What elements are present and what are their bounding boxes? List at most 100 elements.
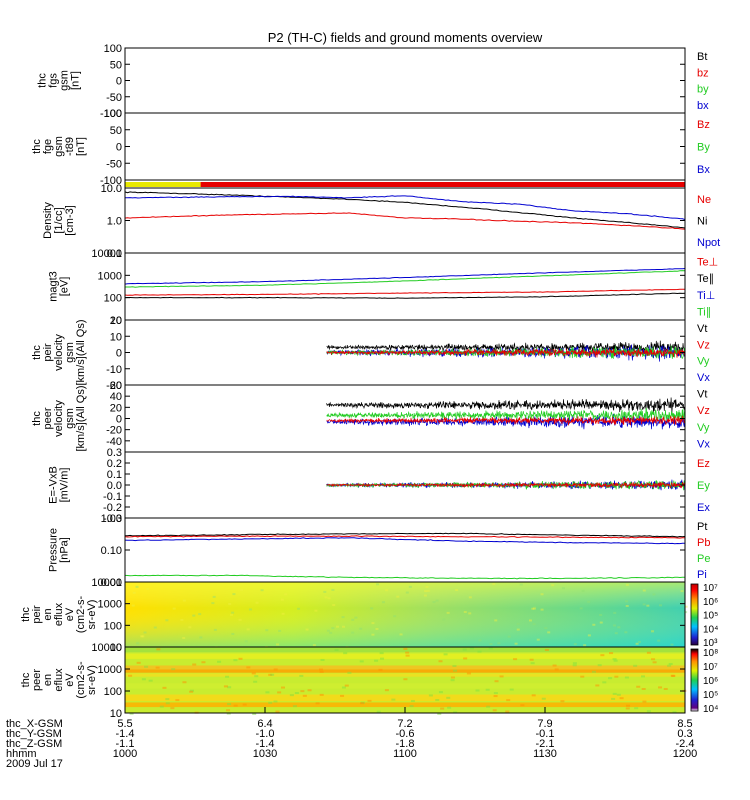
series-Npot xyxy=(125,195,686,221)
footer-value: 1030 xyxy=(253,748,277,760)
spectrogram-pixel xyxy=(131,604,135,607)
spectrogram-pixel xyxy=(343,652,348,655)
spectrogram-pixel xyxy=(469,647,474,650)
spectrogram-pixel xyxy=(230,613,234,616)
spectrogram-pixel xyxy=(552,664,557,667)
spectrogram-pixel xyxy=(561,587,565,590)
spectrogram-pixel xyxy=(489,642,493,645)
panel-frame xyxy=(124,112,686,181)
spectrogram-pixel xyxy=(323,590,327,593)
spectrogram-pixel xyxy=(233,659,238,662)
spectrogram-pixel xyxy=(477,650,482,653)
spectrogram-pixel xyxy=(614,632,618,635)
spectrogram-pixel xyxy=(617,626,621,629)
spectrogram-pixel xyxy=(189,690,194,693)
spectrogram-pixel xyxy=(232,593,236,596)
spectrogram-pixel xyxy=(320,658,325,661)
panel-frame xyxy=(124,517,686,583)
spectrogram-pixel xyxy=(531,694,536,697)
spectrogram-pixel xyxy=(408,585,412,588)
spectrogram-pixel xyxy=(262,583,266,586)
legend-entry: Npot xyxy=(697,237,720,249)
spectrogram-pixel xyxy=(608,677,613,680)
spectrogram-pixel xyxy=(634,707,639,710)
legend-entry: Ez xyxy=(697,458,710,470)
y-axis-label-line: magt3 xyxy=(48,271,60,302)
legend-entry: Pt xyxy=(697,521,707,533)
spectrogram-pixel xyxy=(468,596,472,599)
y-axis-label-line: en xyxy=(42,608,54,620)
y-tick-label: 0.0 xyxy=(107,480,122,492)
spectrogram-pixel xyxy=(391,698,396,701)
spectrogram-pixel xyxy=(201,661,206,664)
spectrogram-pixel xyxy=(478,639,482,642)
legend-entry: Ti⊥ xyxy=(697,290,715,302)
spectrogram-pixel xyxy=(463,611,467,614)
footer-row-label: thc_Z-GSM xyxy=(6,738,62,750)
y-tick-label: -0.3 xyxy=(103,513,122,525)
spectrogram-pixel xyxy=(597,664,602,667)
spectrogram-pixel xyxy=(437,712,442,715)
spectrogram-pixel xyxy=(626,704,631,707)
spectrogram-pixel xyxy=(305,628,309,631)
colorbar xyxy=(690,648,699,712)
colorbar-tick-label: 10⁵ xyxy=(703,690,718,701)
spectrogram-pixel xyxy=(492,583,496,586)
spectrogram-pixel xyxy=(425,585,429,588)
spectrogram-pixel xyxy=(668,662,673,665)
spectrogram-pixel xyxy=(278,629,282,632)
spectrogram-pixel xyxy=(182,636,186,639)
y-tick-label: 100 xyxy=(104,686,122,698)
spectrogram-pixel xyxy=(367,699,372,702)
spectrogram-pixel xyxy=(551,584,555,587)
spectrogram-pixel xyxy=(499,675,504,678)
spectrogram-pixel xyxy=(652,661,657,664)
y-axis-label-line: en xyxy=(42,674,54,686)
spectrogram-pixel xyxy=(371,633,375,636)
spectrogram-pixel xyxy=(493,695,498,698)
series-Pe xyxy=(124,574,686,580)
spectrogram-pixel xyxy=(447,706,452,709)
spectrogram-pixel xyxy=(231,632,235,635)
y-axis-label-line: thc xyxy=(31,411,43,426)
spectrogram-pixel xyxy=(246,628,250,631)
spectrogram-pixel xyxy=(344,684,349,687)
spectrogram-pixel xyxy=(165,698,170,701)
spectrogram-pixel xyxy=(351,631,355,634)
spectrogram-pixel xyxy=(240,588,244,591)
spectrogram-pixel xyxy=(533,606,537,609)
spectrogram-pixel xyxy=(153,626,157,629)
spectrogram-pixel xyxy=(625,707,630,710)
y-tick-label: -100 xyxy=(100,175,122,187)
spectrogram-pixel xyxy=(641,688,646,691)
footer-value: 6.4 xyxy=(257,718,272,730)
spectrogram-pixel xyxy=(667,664,672,667)
y-tick-label: -0.1 xyxy=(103,491,122,503)
spectrogram-pixel xyxy=(129,712,134,715)
spectrogram-pixel xyxy=(560,700,565,703)
spectrogram-pixel xyxy=(452,664,457,667)
spectrogram-pixel xyxy=(505,710,510,713)
spectrogram-pixel xyxy=(625,600,629,603)
footer-value: 8.5 xyxy=(677,718,692,730)
y-tick-label: 1.00 xyxy=(101,513,122,525)
spectrogram-pixel xyxy=(155,666,160,669)
spectrogram-pixel xyxy=(453,669,458,672)
spectrogram-pixel xyxy=(331,588,335,591)
y-tick-label: 1000 xyxy=(98,664,122,676)
trace-red xyxy=(326,481,686,489)
panel-temp: 10000 1000 100 10 magt3 [eV] Te⊥ Te∥ Ti⊥ Ti∥ xyxy=(48,248,719,327)
y-axis-label-line: fge xyxy=(42,139,54,154)
spectrogram-pixel xyxy=(159,705,164,708)
y-axis-label-line: peer xyxy=(31,669,43,691)
y-tick-label: 100 xyxy=(104,43,122,55)
spectrogram-band-2 xyxy=(125,665,685,670)
y-axis-label-line: gsm xyxy=(53,136,65,157)
y-tick-label: -50 xyxy=(106,158,122,170)
spectrogram-pixel xyxy=(410,699,415,702)
colorbar xyxy=(690,583,699,646)
spectrogram-pixel xyxy=(211,602,215,605)
spectrogram-pixel xyxy=(198,613,202,616)
spectrogram-pixel xyxy=(227,686,232,689)
